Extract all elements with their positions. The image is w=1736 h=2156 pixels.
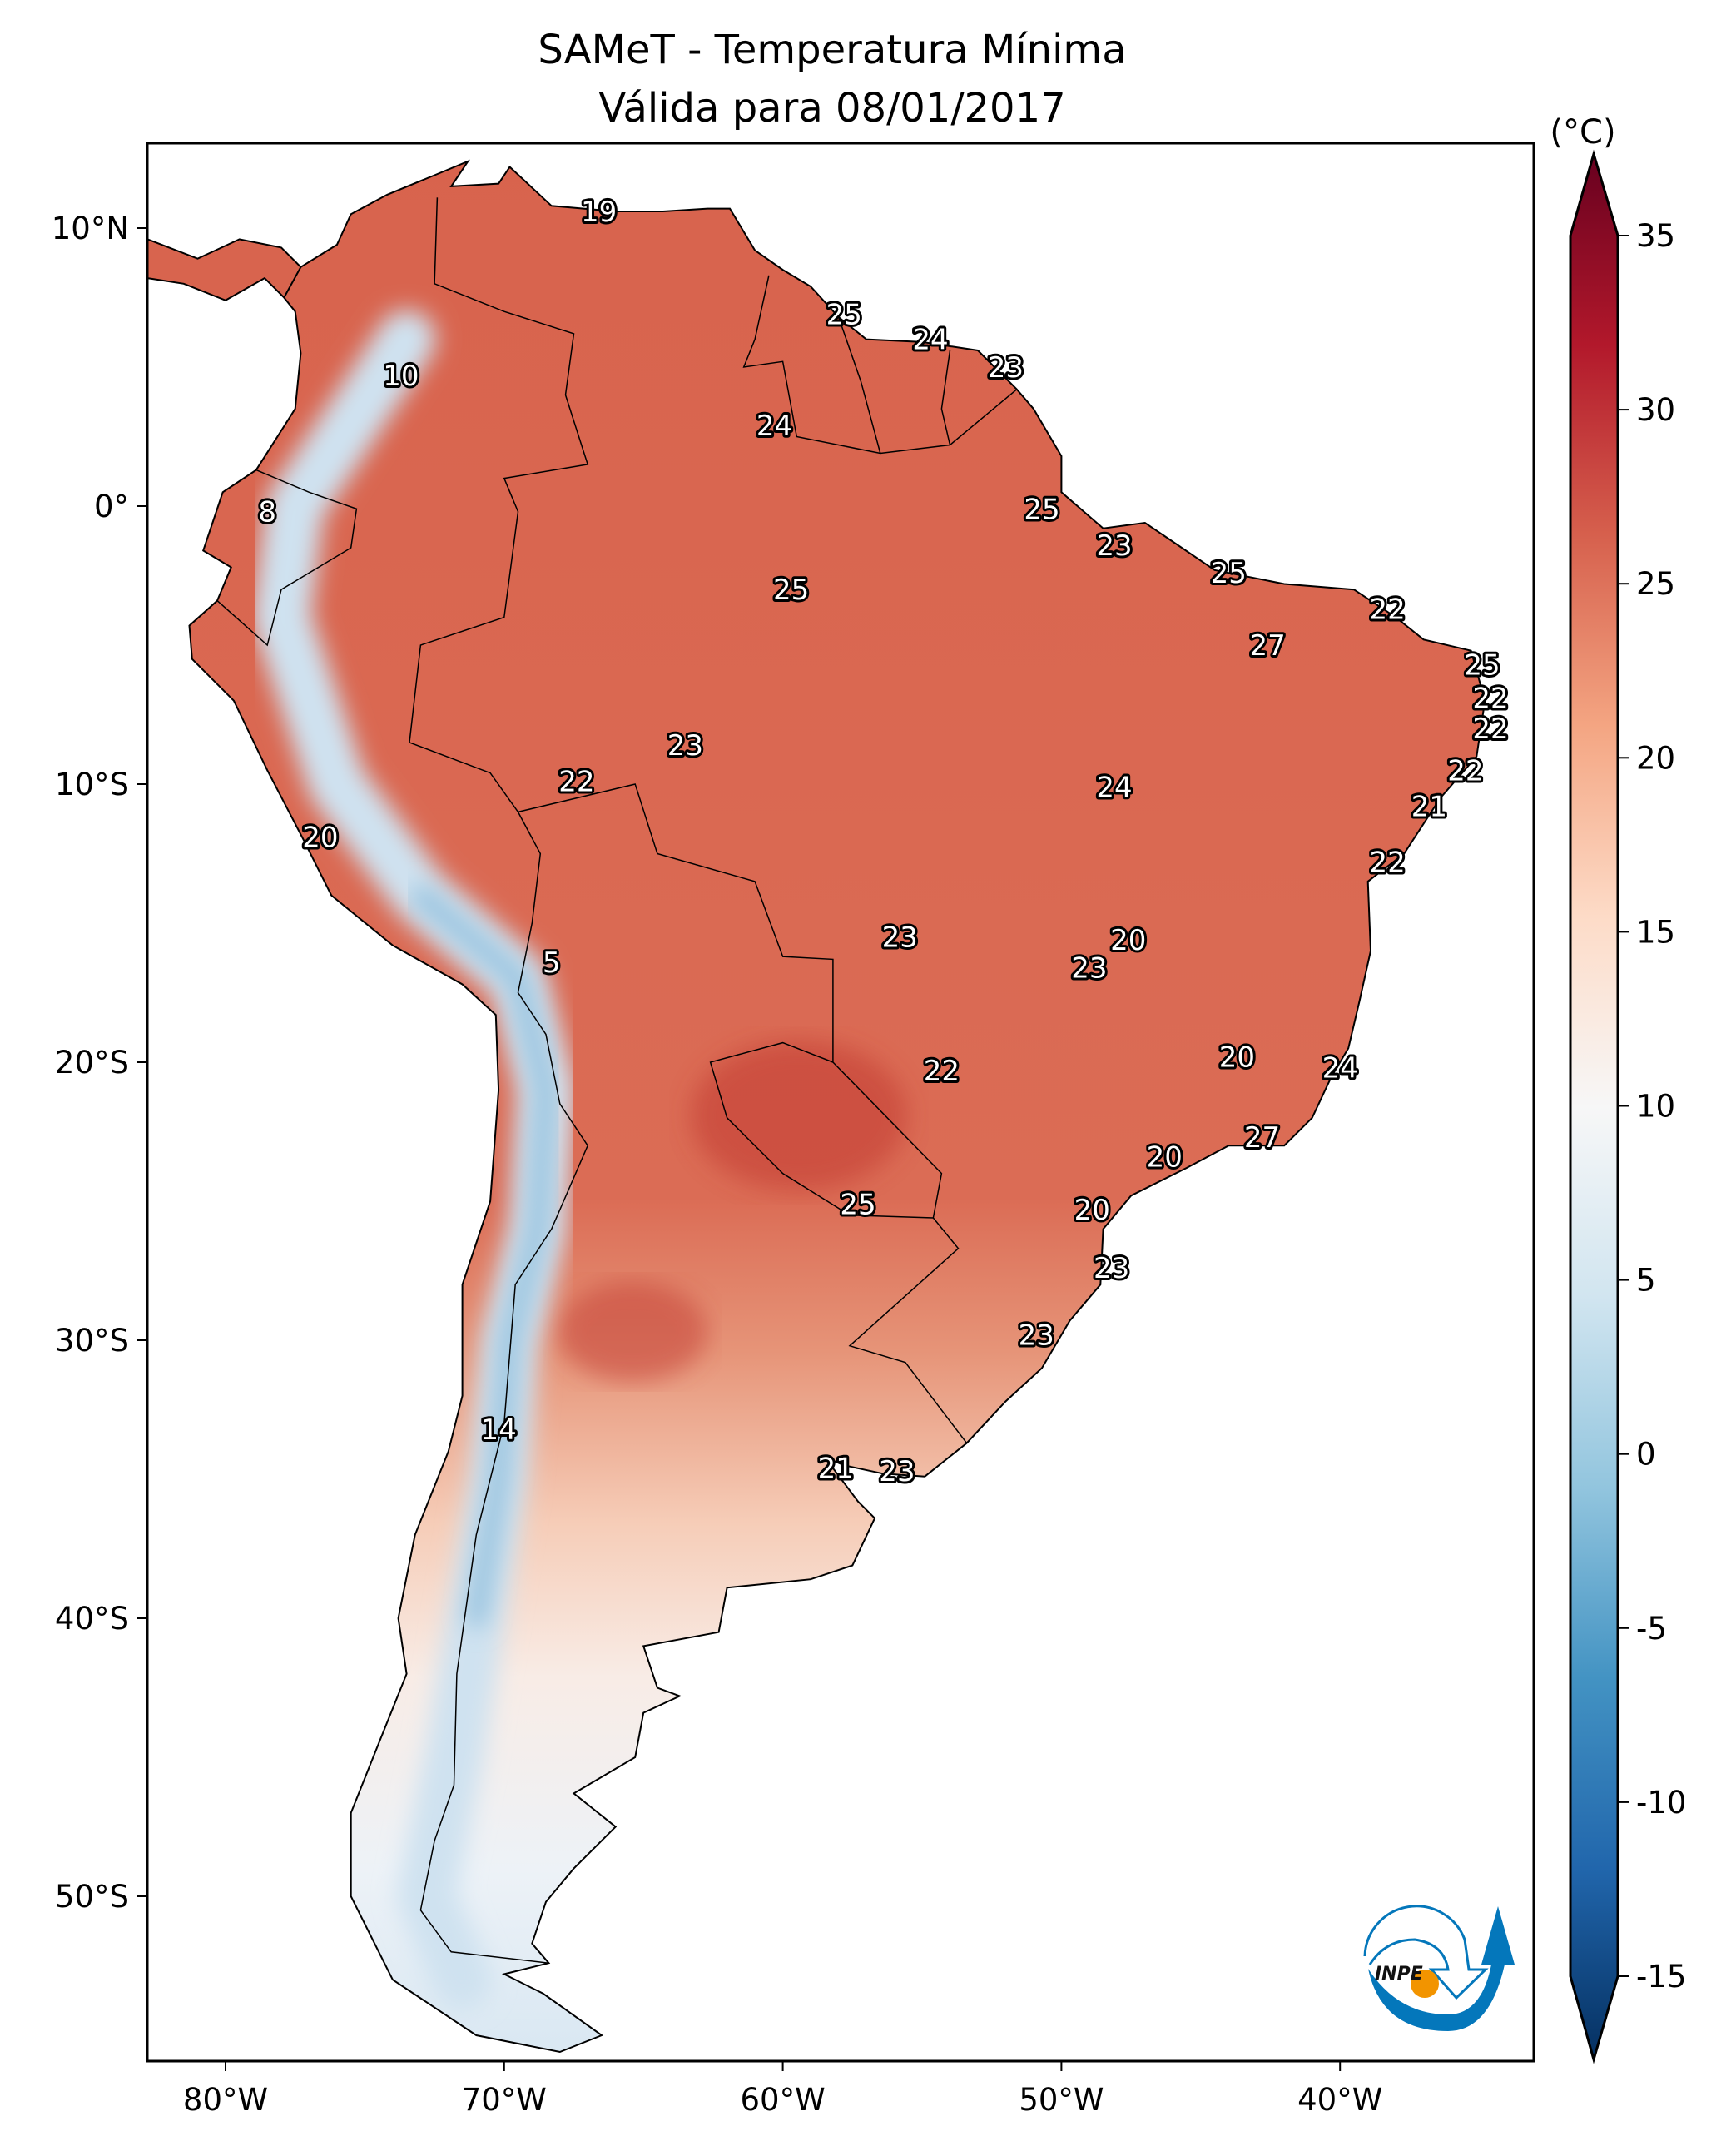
- colorbar-unit-label: (°C): [1550, 113, 1615, 152]
- station-value-label: 27: [1250, 629, 1286, 663]
- coastline: [146, 159, 1486, 2054]
- colorbar-tick-label: -15: [1636, 1959, 1686, 1995]
- station-value-label: 23: [988, 351, 1024, 385]
- station-value-label: 20: [1219, 1041, 1255, 1074]
- station-value-label: 23: [667, 729, 703, 763]
- colorbar-tick-label: 5: [1636, 1263, 1656, 1299]
- lat-tick-label: 10°N: [52, 211, 129, 246]
- station-value-label: 21: [818, 1453, 854, 1486]
- station-value-label: 27: [1244, 1121, 1280, 1155]
- station-value-label: 24: [1096, 771, 1132, 804]
- lat-tick-label: 40°S: [55, 1601, 129, 1637]
- station-value-label: 8: [258, 496, 276, 529]
- map-title-line2: Válida para 08/01/2017: [598, 85, 1065, 132]
- station-value-label: 10: [383, 360, 419, 393]
- colorbar-tick-label: 15: [1636, 914, 1675, 950]
- station-value-label: 5: [543, 946, 561, 980]
- station-value-label: 25: [773, 574, 809, 607]
- station-value-label: 19: [581, 196, 617, 229]
- station-value-label: 24: [756, 410, 792, 443]
- map-title-line1: SAMeT - Temperatura Mínima: [538, 27, 1126, 73]
- station-value-label: 23: [879, 1455, 915, 1488]
- station-value-label: 22: [1369, 847, 1405, 880]
- lat-tick-label: 30°S: [55, 1323, 129, 1359]
- station-value-label: 23: [1096, 529, 1132, 563]
- lon-tick-label: 80°W: [183, 2082, 268, 2118]
- lon-tick-label: 50°W: [1019, 2082, 1104, 2118]
- lat-tick-label: 50°S: [55, 1879, 129, 1915]
- colorbar-tick-label: 0: [1636, 1437, 1656, 1473]
- station-value-label: 22: [1369, 594, 1405, 627]
- country-borders: [216, 197, 1018, 1964]
- station-value-label: 23: [1071, 951, 1107, 985]
- station-value-label: 14: [480, 1413, 516, 1447]
- inpe-logo: INPE: [1363, 1905, 1515, 2031]
- colorbar-tick-label: -5: [1636, 1611, 1667, 1647]
- lon-tick-label: 70°W: [462, 2082, 547, 2118]
- station-value-label: 21: [1411, 791, 1447, 824]
- lon-tick-label: 40°W: [1297, 2082, 1382, 2118]
- lat-tick-label: 0°: [94, 489, 129, 524]
- station-value-label: 24: [912, 324, 948, 357]
- station-value-label: 25: [840, 1188, 875, 1221]
- station-value-label: 23: [1019, 1319, 1054, 1352]
- station-value-label: 22: [924, 1055, 960, 1088]
- colorbar-tick-label: 10: [1636, 1089, 1675, 1125]
- colorbar: (°C) 35 30 25 20 15 10 5 0 -5 -10 -15: [1550, 113, 1686, 2064]
- station-value-label: 23: [882, 922, 918, 955]
- station-value-label: 22: [558, 766, 594, 799]
- station-value-label: 23: [1094, 1252, 1129, 1285]
- colorbar-tick-label: 35: [1636, 218, 1675, 254]
- station-value-label: 20: [1074, 1194, 1110, 1227]
- colorbar-tick-label: -10: [1636, 1785, 1686, 1821]
- inpe-logo-text: INPE: [1375, 1964, 1423, 1985]
- map-frame: [146, 142, 1535, 2063]
- station-value-label: 22: [1447, 754, 1483, 787]
- station-value-label: 25: [1024, 493, 1059, 526]
- lon-tick-label: 60°W: [741, 2082, 826, 2118]
- station-value-label: 20: [302, 821, 338, 854]
- colorbar-tick-label: 20: [1636, 740, 1675, 776]
- colorbar-tick-label: 25: [1636, 566, 1675, 602]
- station-value-label: 24: [1322, 1052, 1358, 1085]
- colorbar-body: [1569, 149, 1619, 2064]
- station-value-label: 25: [826, 299, 862, 332]
- latitude-ticks: 10°N 0° 10°S 20°S 30°S 40°S 50°S: [52, 211, 147, 1915]
- lat-tick-label: 20°S: [55, 1045, 129, 1080]
- station-value-label: 25: [1211, 557, 1247, 590]
- station-value-label: 22: [1472, 682, 1508, 715]
- station-value-label: 20: [1147, 1141, 1183, 1175]
- longitude-ticks: 80°W 70°W 60°W 50°W 40°W: [183, 2061, 1382, 2118]
- station-value-label: 25: [1464, 648, 1500, 682]
- colorbar-tick-label: 30: [1636, 392, 1675, 428]
- station-value-label: 22: [1472, 713, 1508, 746]
- lat-tick-label: 10°S: [55, 767, 129, 802]
- station-value-label: 20: [1110, 924, 1146, 957]
